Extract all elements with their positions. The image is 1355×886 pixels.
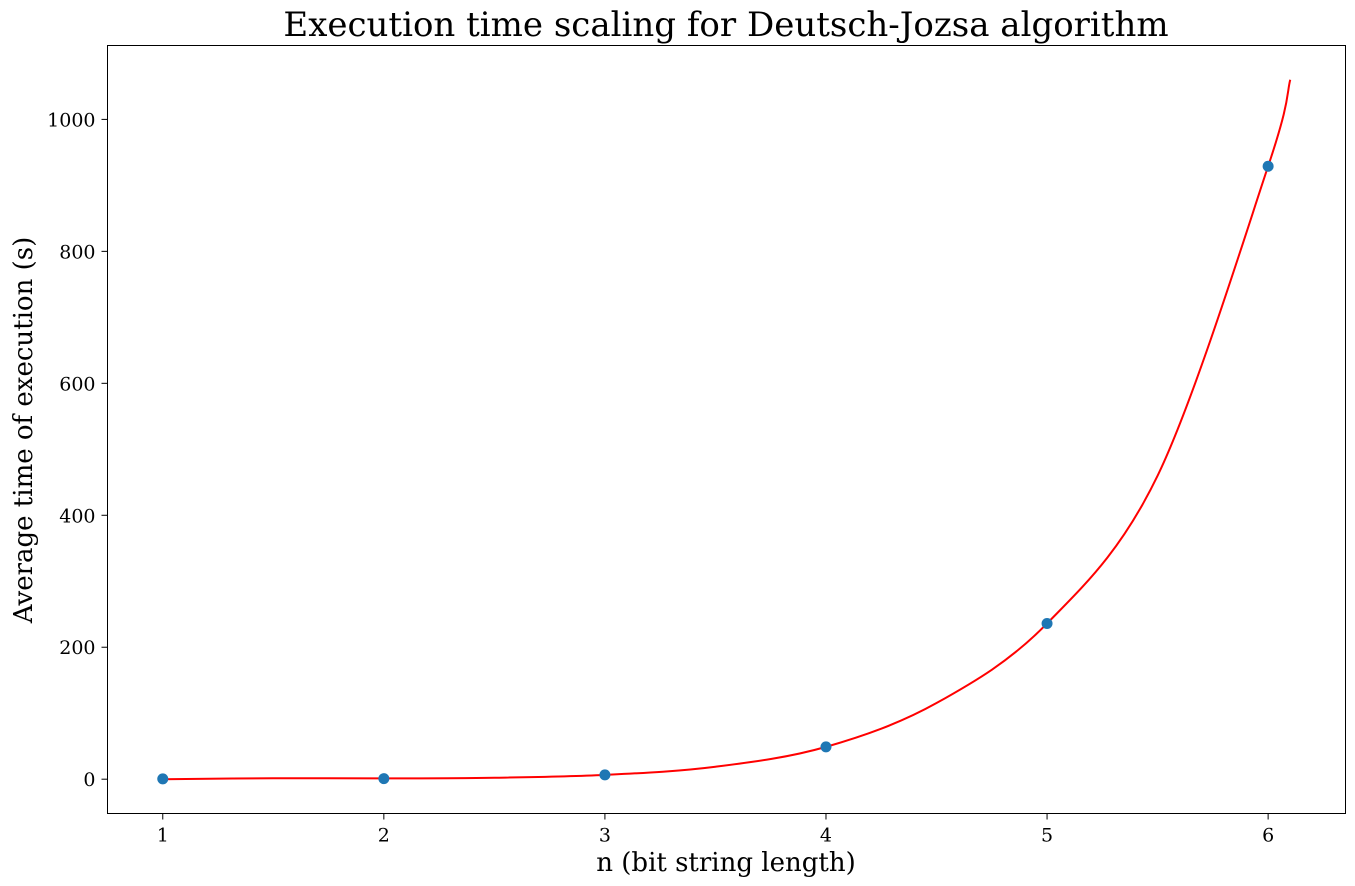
y-tick-label: 400 xyxy=(59,505,95,527)
data-point xyxy=(157,773,169,785)
y-tick-label: 600 xyxy=(59,373,95,395)
y-axis: 0 200 400 600 800 1000 xyxy=(47,109,108,791)
x-tick-label: 2 xyxy=(378,825,390,847)
y-axis-label: Average time of execution (s) xyxy=(9,237,39,624)
x-tick-label: 5 xyxy=(1041,825,1053,847)
y-tick-label: 200 xyxy=(59,637,95,659)
y-tick-label: 800 xyxy=(59,241,95,263)
y-tick-label: 0 xyxy=(83,769,95,791)
x-tick-label: 4 xyxy=(820,825,832,847)
fit-curve xyxy=(162,79,1292,781)
data-point xyxy=(1262,160,1274,172)
series-layer xyxy=(157,79,1292,785)
data-point xyxy=(378,773,390,785)
x-tick-label: 1 xyxy=(157,825,169,847)
data-point xyxy=(1041,617,1053,629)
x-axis-label: n (bit string length) xyxy=(596,848,855,878)
x-tick-label: 6 xyxy=(1262,825,1274,847)
y-tick-label: 1000 xyxy=(47,109,95,131)
data-point xyxy=(820,741,832,753)
chart-title: Execution time scaling for Deutsch-Jozsa… xyxy=(283,5,1168,45)
x-tick-label: 3 xyxy=(599,825,611,847)
x-axis: 1 2 3 4 5 6 xyxy=(157,813,1274,847)
data-point xyxy=(599,769,611,781)
plot-area xyxy=(107,45,1346,814)
